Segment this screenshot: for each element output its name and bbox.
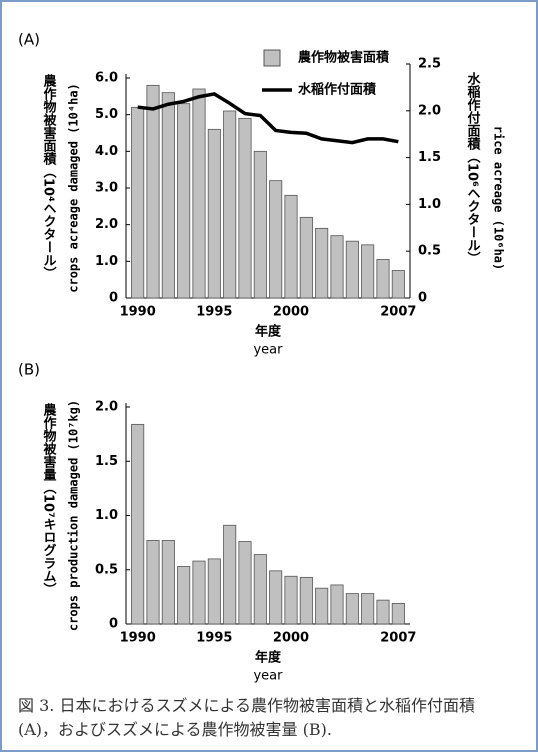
y-tick-label: 1.0 [95,508,118,523]
bar [269,180,283,299]
y-tick-label: 2.0 [95,217,118,232]
line [137,92,399,145]
x-axis-label-en: year [253,669,283,684]
y2-axis-label: 水稲作付面積（10⁶ヘクタール） [465,71,482,264]
bar [146,540,160,625]
y2-tick-label: 1.0 [418,197,441,212]
bar [330,235,344,299]
y-tick-label: 6.0 [95,71,118,86]
x-tick-label: 1990 [120,631,156,646]
x-axis-label: 年度 [255,324,282,340]
bar [315,587,329,625]
bar [376,259,390,299]
bar [345,593,359,625]
x-axis-label-en: year [253,343,283,358]
y-tick-label: 1.0 [95,254,118,269]
bar [192,88,206,299]
y-tick-label: 0 [109,291,118,306]
bar [161,92,175,299]
y-tick-label: 5.0 [95,107,118,122]
bar [146,84,160,299]
bar [192,560,206,625]
y-axis-label-en: crops production damaged (10⁷kg) [67,400,81,631]
y-tick-label: 4.0 [95,144,118,159]
bar [223,110,237,299]
bar [131,106,145,299]
y-tick-label: 0.5 [95,562,118,577]
y-tick-label: 3.0 [95,181,118,196]
y2-axis-label-en: rice acreage (10⁶ha) [492,126,506,271]
x-axis-label: 年度 [255,650,282,666]
legend-label: 農作物被害面積 [298,50,390,66]
y2-tick-label: 0 [418,291,427,306]
y-tick-label: 2.0 [95,400,118,415]
bar [238,541,252,625]
bar [177,103,191,299]
y2-tick-label: 0.5 [418,244,441,259]
legend-swatch [263,49,281,67]
bar [330,584,344,625]
y-axis-label-en: crops acreage damaged (10⁴ha) [67,83,81,293]
x-tick-label: 2007 [380,305,416,320]
bar [131,423,145,625]
bar [299,576,313,625]
y2-tick-label: 1.5 [418,150,441,165]
bar [161,540,175,625]
bar [238,117,252,299]
x-tick-label: 2007 [380,631,416,646]
legend-label: 水稲作付面積 [298,82,377,98]
x-tick-label: 2000 [273,631,309,646]
bar [315,227,329,299]
bar [391,602,405,625]
bar [269,570,283,625]
bar [207,128,221,299]
bar [345,240,359,299]
bar [299,216,313,299]
bar [253,554,267,625]
y-tick-label: 1.5 [95,454,118,469]
panel-label: (B) [18,361,40,379]
x-tick-label: 2000 [273,305,309,320]
bar [284,194,298,299]
chart: (A) 0 1.0 2.0 3.0 4.0 5.0 6.0 0 0.5 1.0 1.5 2.0 2.5 19… [18,31,506,684]
bar [361,244,375,299]
bar [391,270,405,299]
bar [223,524,237,625]
panel-label: (A) [18,31,40,49]
bar [253,150,267,299]
bar [177,566,191,625]
x-tick-label: 1995 [196,631,232,646]
y2-tick-label: 2.5 [418,57,441,72]
y-axis-label: 農作物被害面積（10⁴ヘクタール） [41,73,58,279]
bar [207,558,221,625]
x-tick-label: 1990 [120,305,156,320]
caption: 図 3. 日本におけるスズメによる農作物被害面積と水稲作付面積 (A)，およびス… [18,696,475,739]
y2-tick-label: 2.0 [418,103,441,118]
x-tick-label: 1995 [196,305,232,320]
y-tick-label: 0 [109,617,118,632]
bar [376,599,390,625]
bar [284,575,298,625]
bar [361,593,375,625]
y-axis-label: 農作物被害量（10⁷キログラム） [41,402,58,595]
